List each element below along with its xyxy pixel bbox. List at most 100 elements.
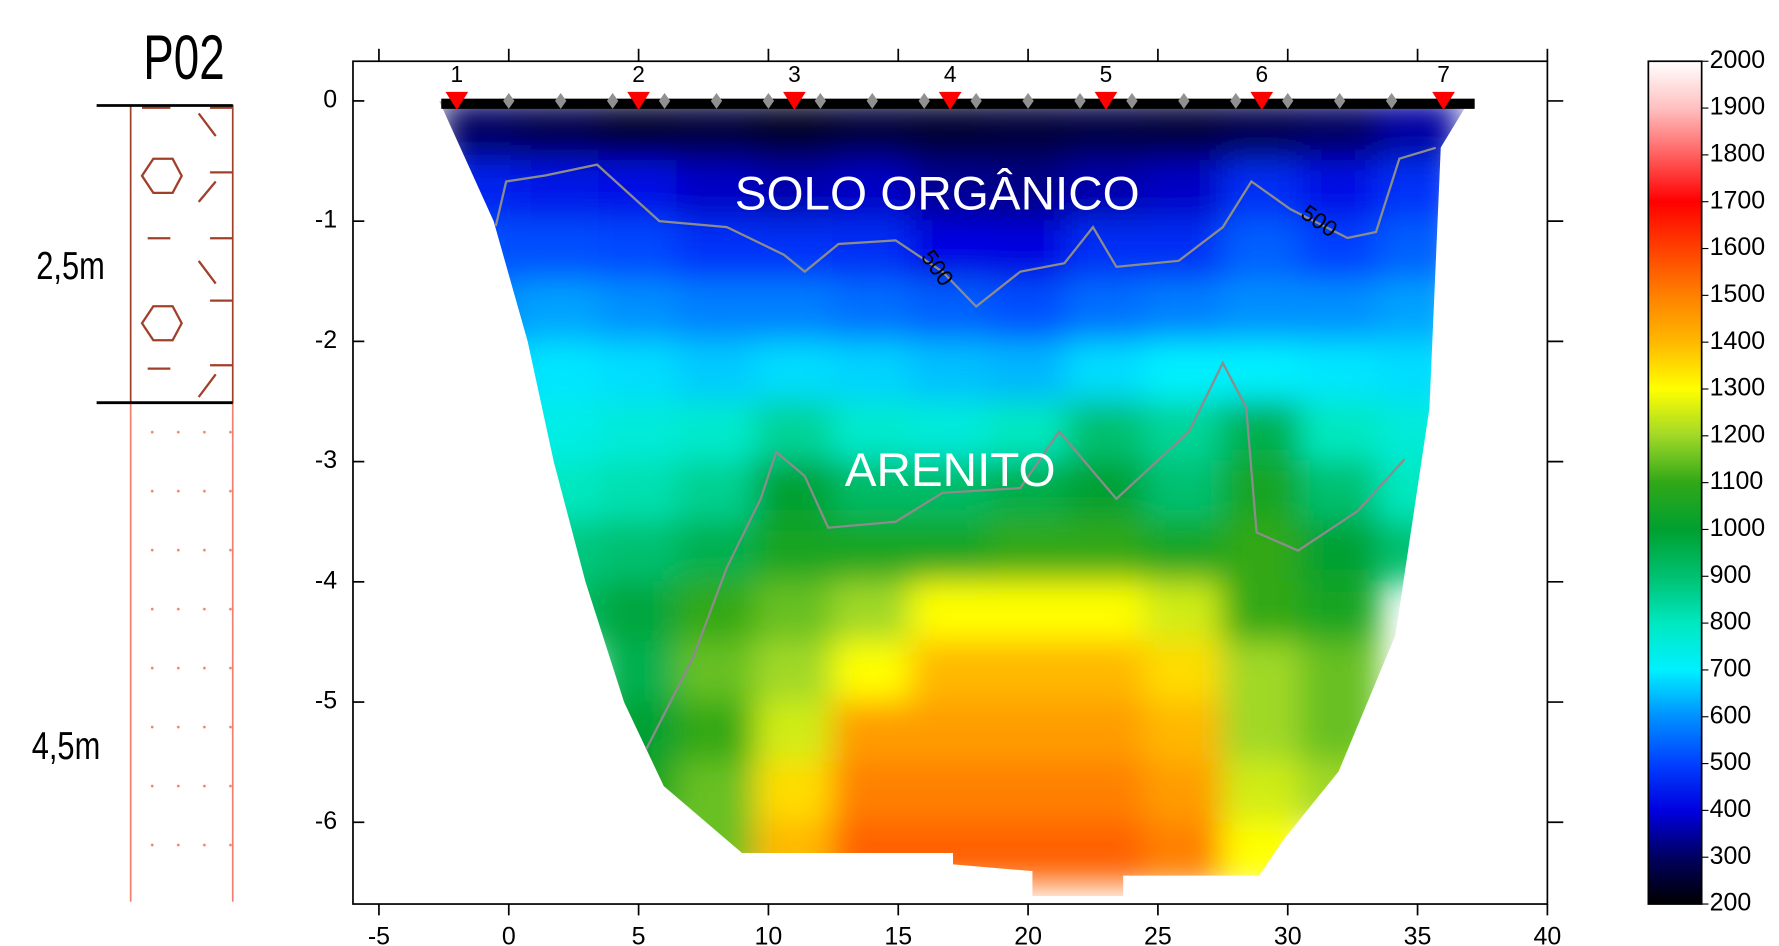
colorbar-tick-label: 800: [1710, 608, 1752, 636]
resistivity-cell: [1222, 280, 1302, 342]
resistivity-cell: [910, 761, 990, 823]
x-tick-label: 15: [884, 923, 912, 946]
page: P02 2,5m 4,5m 20030040050060070080090010…: [0, 0, 1779, 946]
resistivity-cell: [676, 701, 756, 763]
resistivity-cell: [910, 340, 990, 402]
resistivity-cell: [1066, 581, 1146, 643]
colorbar: [1648, 61, 1701, 904]
resistivity-cell: [1377, 340, 1457, 402]
annotation: ARENITO: [845, 444, 1056, 497]
x-tick-label: 30: [1274, 923, 1302, 946]
y-tick-label: -1: [315, 206, 337, 234]
resistivity-cell: [910, 701, 990, 763]
colorbar-tick-label: 900: [1710, 561, 1752, 589]
x-tick-label: 0: [502, 923, 516, 946]
resistivity-cell: [443, 100, 523, 162]
resistivity-cell: [1300, 761, 1380, 823]
resistivity-cell: [910, 821, 990, 883]
resistivity-cell: [1300, 521, 1380, 583]
colorbar-tick-label: 1000: [1710, 514, 1765, 542]
resistivity-cell: [1300, 581, 1380, 643]
resistivity-cell: [676, 280, 756, 342]
resistivity-cell: [754, 220, 834, 282]
resistivity-cell: [521, 340, 601, 402]
y-tick-label: -6: [315, 807, 337, 835]
electrode-label: 6: [1255, 61, 1268, 87]
resistivity-cell: [521, 521, 601, 583]
colorbar-tick-label: 1200: [1710, 420, 1765, 448]
organic-layer: [131, 105, 233, 402]
colorbar-tick-label: 1600: [1710, 233, 1765, 261]
resistivity-cell: [676, 400, 756, 462]
resistivity-cell: [754, 400, 834, 462]
y-tick-label: 0: [323, 86, 337, 114]
y-tick-label: -5: [315, 687, 337, 715]
colorbar-tick-label: 2000: [1710, 46, 1765, 74]
y-tick-label: -3: [315, 446, 337, 474]
resistivity-cell: [521, 160, 601, 222]
resistivity-cell: [1144, 581, 1224, 643]
resistivity-cell: [599, 400, 679, 462]
resistivity-cell: [1222, 340, 1302, 402]
resistivity-cell: [988, 521, 1068, 583]
x-tick-label: 35: [1404, 923, 1432, 946]
resistivity-cell: [1222, 160, 1302, 222]
resistivity-cell: [1222, 701, 1302, 763]
layer-thickness: 2,5m: [36, 245, 105, 288]
annotation: SOLO ORGÂNICO: [735, 168, 1140, 221]
resistivity-cell: [521, 280, 601, 342]
resistivity-cell: [832, 761, 912, 823]
colorbar-tick-label: 1400: [1710, 327, 1765, 355]
resistivity-cell: [599, 581, 679, 643]
electrode-label: 2: [632, 61, 645, 87]
x-tick-label: -5: [368, 923, 390, 946]
resistivity-cell: [1066, 761, 1146, 823]
resistivity-cell: [1144, 701, 1224, 763]
resistivity-cell: [1222, 761, 1302, 823]
resistivity-cell: [1377, 220, 1457, 282]
resistivity-cell: [832, 220, 912, 282]
resistivity-cell: [1144, 641, 1224, 703]
resistivity-cell: [910, 581, 990, 643]
resistivity-cell: [676, 460, 756, 522]
resistivity-cell: [1377, 400, 1457, 462]
resistivity-cell: [988, 761, 1068, 823]
colorbar-tick-label: 1300: [1710, 374, 1765, 402]
x-tick-label: 40: [1534, 923, 1562, 946]
electrode-label: 3: [788, 61, 801, 87]
resistivity-cell: [1300, 340, 1380, 402]
resistivity-cell: [521, 220, 601, 282]
resistivity-cell: [676, 641, 756, 703]
resistivity-cell: [1144, 160, 1224, 222]
figure: P02 2,5m 4,5m 20030040050060070080090010…: [0, 0, 1779, 946]
resistivity-cell: [676, 220, 756, 282]
resistivity-cell: [599, 460, 679, 522]
resistivity-cell: [443, 220, 523, 282]
resistivity-cell: [1144, 220, 1224, 282]
resistivity-cell: [599, 521, 679, 583]
resistivity-cell: [832, 521, 912, 583]
sandstone-layer: [131, 403, 233, 902]
resistivity-cell: [676, 340, 756, 402]
resistivity-cell: [1066, 521, 1146, 583]
resistivity-cell: [1300, 641, 1380, 703]
resistivity-cell: [1144, 100, 1224, 162]
resistivity-cell: [1222, 460, 1302, 522]
resistivity-cell: [599, 220, 679, 282]
electrode-label: 7: [1437, 61, 1450, 87]
colorbar-tick-label: 1500: [1710, 280, 1765, 308]
colorbar-tick-label: 1700: [1710, 186, 1765, 214]
colorbar-tick-label: 1100: [1710, 467, 1764, 495]
resistivity-cell: [1377, 460, 1457, 522]
colorbar-tick-label: 200: [1710, 889, 1752, 917]
resistivity-cell: [754, 280, 834, 342]
resistivity-cell: [599, 641, 679, 703]
resistivity-cell: [832, 581, 912, 643]
resistivity-cell: [1066, 460, 1146, 522]
resistivity-cell: [1144, 761, 1224, 823]
resistivity-cell: [754, 761, 834, 823]
colorbar-tick-label: 1900: [1710, 93, 1765, 121]
resistivity-cell: [1144, 521, 1224, 583]
resistivity-cell: [910, 521, 990, 583]
resistivity-cell: [676, 100, 756, 162]
